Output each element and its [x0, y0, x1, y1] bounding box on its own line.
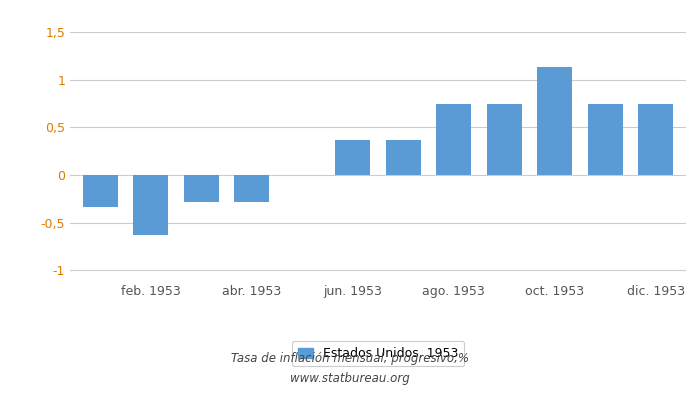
Bar: [234, 175, 270, 202]
Bar: [386, 140, 421, 175]
Bar: [183, 175, 219, 202]
Bar: [133, 175, 169, 235]
Bar: [436, 104, 471, 175]
Legend: Estados Unidos, 1953: Estados Unidos, 1953: [292, 341, 464, 366]
Bar: [335, 140, 370, 175]
Bar: [537, 67, 573, 175]
Bar: [587, 104, 623, 175]
Bar: [83, 175, 118, 206]
Bar: [638, 104, 673, 175]
Text: Tasa de inflación mensual, progresivo,%: Tasa de inflación mensual, progresivo,%: [231, 352, 469, 365]
Bar: [486, 104, 522, 175]
Text: www.statbureau.org: www.statbureau.org: [290, 372, 410, 385]
